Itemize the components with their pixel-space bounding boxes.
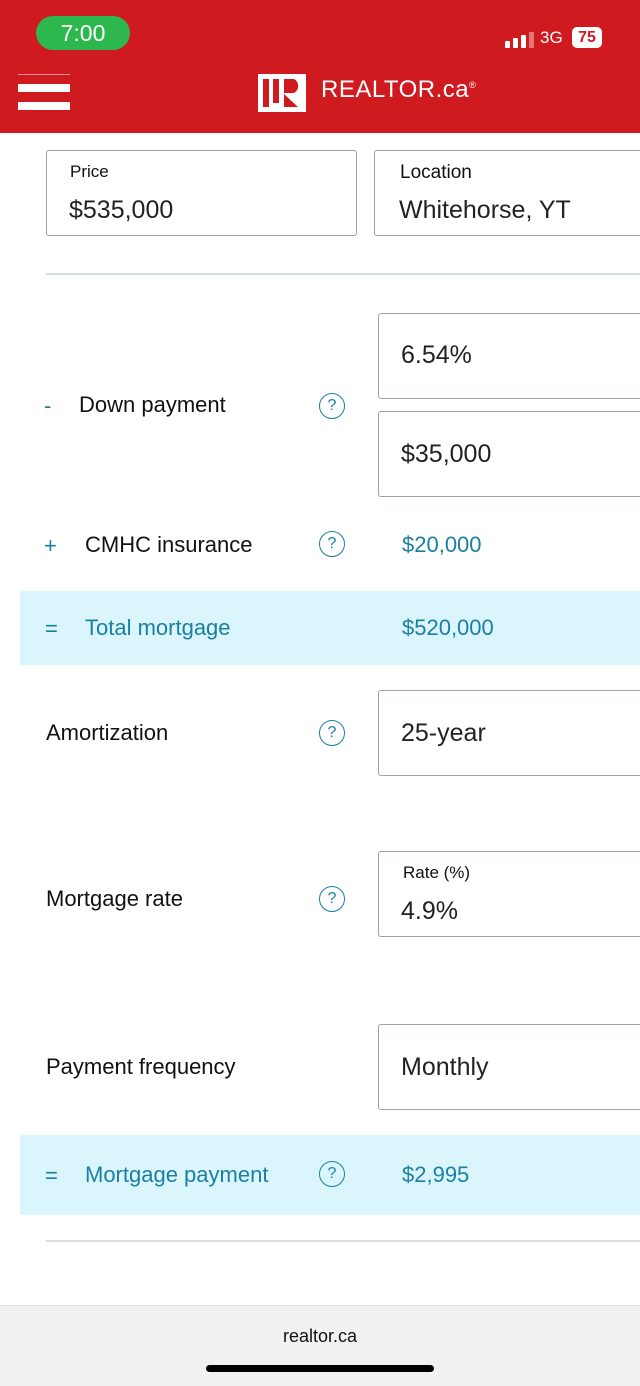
mortgage-payment-label: Mortgage payment	[85, 1162, 269, 1187]
amortization-select[interactable]: 25-year	[378, 690, 640, 776]
mortgage-payment-value: $2,995	[402, 1162, 470, 1187]
total-mortgage-label: Total mortgage	[85, 615, 231, 640]
cmhc-help-icon[interactable]: ?	[319, 531, 345, 557]
browser-bar	[0, 1305, 640, 1386]
mortgage-payment-help-icon[interactable]: ?	[319, 1161, 345, 1187]
amortization-value: 25-year	[401, 719, 486, 747]
amortization-help-icon[interactable]: ?	[319, 720, 345, 746]
total-mortgage-value: $520,000	[402, 615, 494, 640]
location-value: Whitehorse, YT	[399, 196, 571, 224]
payment-frequency-label: Payment frequency	[46, 1054, 236, 1079]
plus-sign: +	[44, 533, 57, 558]
hamburger-menu-icon[interactable]	[18, 74, 70, 110]
down-payment-label: Down payment	[79, 392, 226, 417]
minus-sign: -	[44, 393, 52, 418]
rate-value: 4.9%	[401, 897, 458, 925]
down-payment-percent-input[interactable]: 6.54%	[378, 313, 640, 399]
realtor-logo-icon[interactable]	[258, 74, 306, 112]
total-mortgage-row	[20, 591, 640, 665]
divider	[46, 273, 640, 275]
location-field[interactable]: Location Whitehorse, YT	[374, 150, 640, 236]
amortization-label: Amortization	[46, 720, 169, 745]
home-indicator[interactable]	[206, 1365, 434, 1372]
location-label: Location	[400, 162, 472, 183]
browser-url[interactable]: realtor.ca	[282, 1326, 358, 1346]
payment-frequency-value: Monthly	[401, 1053, 489, 1081]
down-payment-percent-value: 6.54%	[401, 341, 472, 369]
price-field[interactable]: Price $535,000	[46, 150, 357, 236]
mortgage-rate-label: Mortgage rate	[46, 886, 183, 911]
brand-name[interactable]: REALTOR.ca®	[321, 76, 477, 103]
down-payment-amount-value: $35,000	[401, 440, 492, 468]
payment-frequency-select[interactable]: Monthly	[378, 1024, 640, 1110]
equals-sign: =	[45, 1163, 58, 1188]
rate-field-label: Rate (%)	[403, 863, 471, 882]
down-payment-amount-input[interactable]: $35,000	[378, 411, 640, 497]
price-value: $535,000	[69, 196, 174, 224]
signal-icon	[505, 32, 534, 48]
cmhc-value: $20,000	[402, 532, 482, 557]
mortgage-rate-input[interactable]: Rate (%) 4.9%	[378, 851, 640, 937]
down-payment-help-icon[interactable]: ?	[319, 393, 345, 419]
network-type: 3G	[540, 28, 563, 47]
price-label: Price	[70, 162, 109, 181]
divider	[46, 1240, 640, 1242]
battery-icon: 75	[572, 27, 602, 48]
mortgage-rate-help-icon[interactable]: ?	[319, 886, 345, 912]
status-time: 7:00	[36, 16, 130, 50]
cmhc-label: CMHC insurance	[85, 532, 253, 557]
equals-sign: =	[45, 616, 58, 641]
